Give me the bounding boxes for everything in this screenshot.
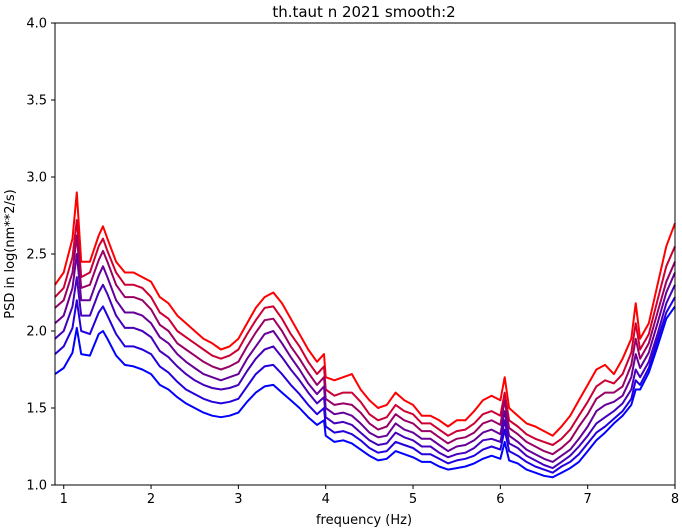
series-line-7 [54, 305, 676, 479]
series-line-2 [54, 219, 676, 446]
y-tick-label: 3.5 [26, 94, 47, 109]
x-tick-label: 8 [671, 492, 679, 507]
x-tick-label: 1 [60, 492, 68, 507]
y-axis-label: PSD in log(nm**2/s) [3, 189, 18, 319]
plot-frame [54, 22, 676, 486]
series-line-5 [54, 276, 676, 470]
y-tick-label: 2.5 [26, 248, 47, 263]
series-line-4 [54, 253, 676, 463]
y-tick-label: 3.0 [26, 171, 47, 186]
x-tick-label: 5 [409, 492, 417, 507]
series-line-1 [54, 191, 676, 437]
x-tick-label: 7 [584, 492, 592, 507]
x-tick-label: 6 [496, 492, 504, 507]
x-tick-label: 3 [234, 492, 242, 507]
chart-title: th.taut n 2021 smooth:2 [272, 3, 455, 21]
x-tick-label: 2 [147, 492, 155, 507]
y-tick-label: 2.0 [26, 325, 47, 340]
series-line-3 [54, 234, 676, 456]
y-tick-label: 4.0 [26, 17, 47, 32]
y-tick-label: 1.0 [26, 479, 47, 494]
series-line-6 [54, 296, 676, 474]
x-axis-label: frequency (Hz) [316, 513, 412, 528]
y-axis: 1.0 1.5 2.0 2.5 3.0 3.5 4.0 [26, 17, 55, 494]
x-tick-label: 4 [322, 492, 330, 507]
y-tick-label: 1.5 [26, 402, 47, 417]
series-layer [54, 191, 676, 479]
x-axis: 1 2 3 4 5 6 7 8 [60, 485, 679, 507]
